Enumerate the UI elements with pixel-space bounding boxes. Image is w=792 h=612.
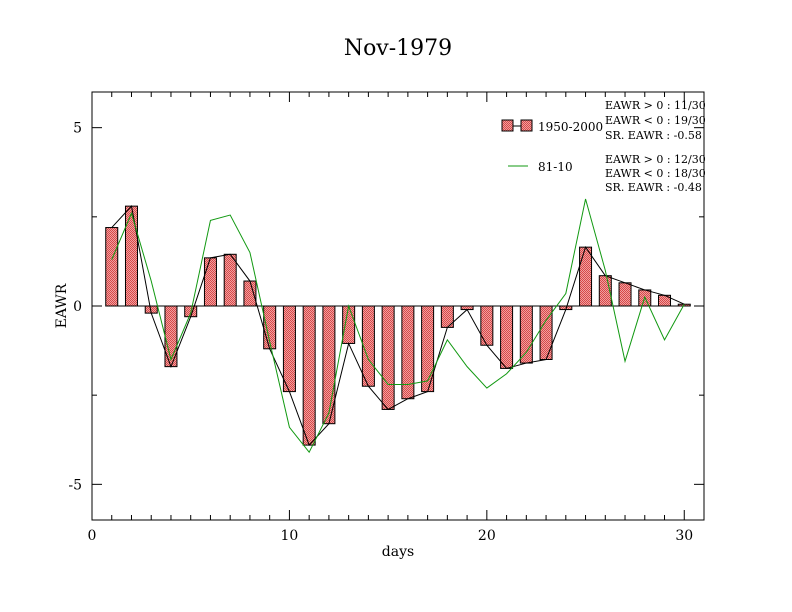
stats-81-10: EAWR < 0 : 18/30 bbox=[605, 167, 706, 180]
bar bbox=[223, 253, 237, 307]
y-tick-label: 0 bbox=[73, 299, 82, 315]
legend-swatch-1950-2000 bbox=[501, 119, 514, 132]
legend-label-1950-2000: 1950-2000 bbox=[538, 120, 603, 134]
bar bbox=[480, 305, 494, 346]
bar bbox=[124, 205, 138, 307]
stats-81-10: EAWR > 0 : 12/30 bbox=[605, 153, 706, 166]
x-tick-label: 20 bbox=[478, 528, 496, 544]
y-axis-label: EAWR bbox=[54, 283, 70, 328]
legend: 1950-2000 81-10 EAWR > 0 : 11/30 EAWR < 0 :… bbox=[501, 99, 706, 194]
axes: 0 10 20 30 -5 0 5 bbox=[68, 92, 705, 544]
y-tick-label: -5 bbox=[68, 477, 82, 493]
bar bbox=[579, 246, 593, 307]
plot-marks bbox=[105, 198, 691, 454]
bar bbox=[203, 257, 217, 307]
bar bbox=[500, 305, 514, 369]
bar bbox=[243, 280, 257, 307]
x-axis-label: days bbox=[382, 544, 414, 560]
legend-swatch-1950-2000 bbox=[520, 119, 533, 132]
series-line-81-10 bbox=[111, 198, 685, 454]
bar bbox=[282, 305, 296, 393]
chart-title: Nov-1979 bbox=[344, 36, 452, 61]
stats-1950-2000: EAWR > 0 : 11/30 bbox=[605, 99, 706, 112]
bar bbox=[302, 305, 316, 446]
series-line-1950-2000 bbox=[111, 205, 685, 447]
y-tick-label: 5 bbox=[73, 121, 82, 137]
bar bbox=[361, 305, 375, 387]
stats-1950-2000: EAWR < 0 : 19/30 bbox=[605, 114, 706, 127]
bar bbox=[618, 282, 632, 307]
x-tick-label: 10 bbox=[281, 528, 299, 544]
bar bbox=[519, 305, 533, 364]
bar bbox=[342, 305, 356, 344]
stats-1950-2000: SR. EAWR : -0.58 bbox=[605, 129, 702, 142]
x-tick-label: 30 bbox=[675, 528, 693, 544]
x-tick-label: 0 bbox=[88, 528, 97, 544]
bar bbox=[381, 305, 395, 410]
legend-label-81-10: 81-10 bbox=[538, 160, 573, 174]
bar bbox=[105, 227, 119, 307]
stats-81-10: SR. EAWR : -0.48 bbox=[605, 181, 702, 194]
